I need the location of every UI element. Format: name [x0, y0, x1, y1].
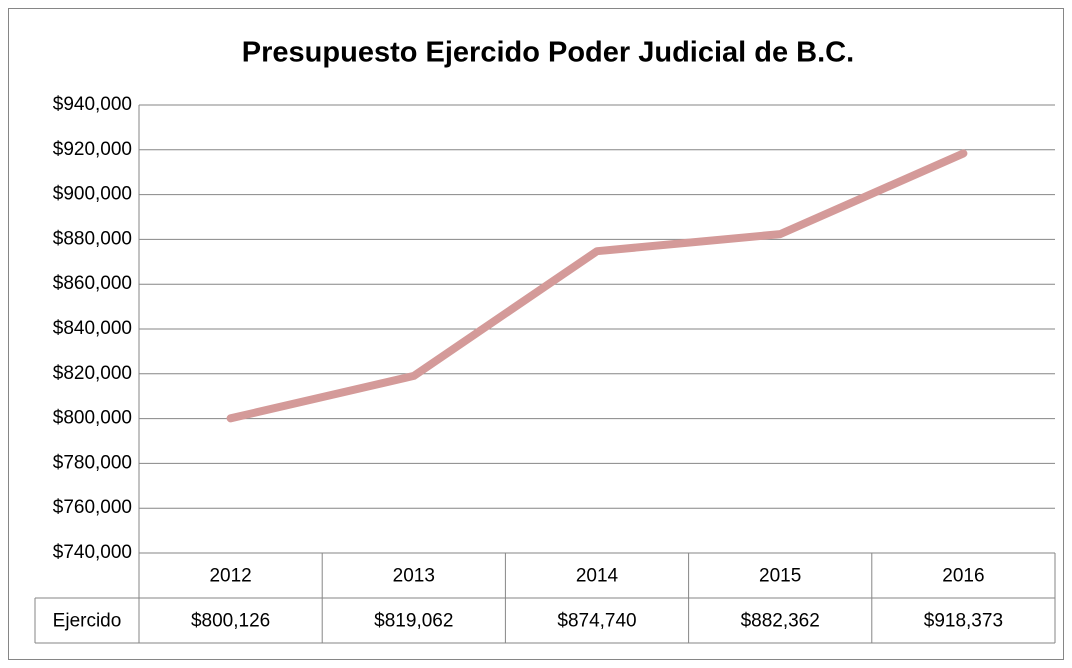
chart-border — [8, 8, 1064, 660]
y-tick-label: $860,000 — [53, 273, 132, 294]
y-tick-label: $740,000 — [53, 542, 132, 563]
y-tick-label: $880,000 — [53, 228, 132, 249]
y-tick-label: $780,000 — [53, 452, 132, 473]
data-label: $874,740 — [557, 611, 636, 632]
x-tick-label: 2015 — [759, 566, 801, 587]
legend-label: Ejercido — [53, 611, 122, 632]
y-tick-label: $940,000 — [53, 94, 132, 115]
y-tick-label: $760,000 — [53, 497, 132, 518]
data-label: $819,062 — [374, 611, 453, 632]
x-tick-label: 2013 — [393, 566, 435, 587]
y-tick-label: $900,000 — [53, 184, 132, 205]
x-tick-label: 2012 — [209, 566, 251, 587]
data-label: $918,373 — [924, 611, 1003, 632]
chart-title: Presupuesto Ejercido Poder Judicial de B… — [242, 37, 854, 69]
y-tick-label: $820,000 — [53, 363, 132, 384]
series-line — [226, 149, 968, 423]
x-tick-label: 2016 — [942, 566, 984, 587]
y-tick-label: $840,000 — [53, 318, 132, 339]
data-label: $800,126 — [191, 611, 270, 632]
x-tick-label: 2014 — [576, 566, 619, 587]
y-tick-label: $800,000 — [53, 408, 132, 429]
data-label: $882,362 — [741, 611, 820, 632]
y-tick-label: $920,000 — [53, 139, 132, 160]
